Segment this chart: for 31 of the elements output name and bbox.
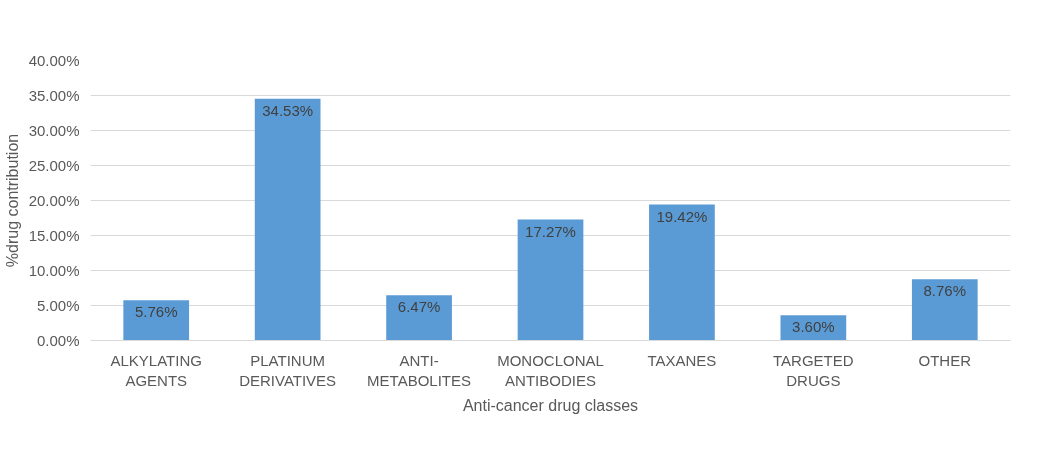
- data-label: 17.27%: [525, 222, 576, 240]
- x-axis-title: Anti-cancer drug classes: [462, 396, 639, 414]
- x-tick-label: MONOCLONAL ANTIBODIES: [497, 351, 604, 389]
- y-tick-label: 0.00%: [36, 332, 80, 349]
- x-tick-label: OTHER: [918, 351, 972, 369]
- x-tick-label: PLATINUM DERIVATIVES: [239, 351, 337, 389]
- y-tick-label: 35.00%: [28, 87, 80, 104]
- data-label: 3.60%: [792, 318, 835, 336]
- data-label: 5.76%: [134, 303, 178, 321]
- bar: [911, 279, 978, 341]
- y-tick-label: 10.00%: [28, 262, 80, 279]
- data-label: 34.53%: [262, 101, 314, 119]
- y-tick-label: 20.00%: [28, 192, 80, 209]
- x-tick-label: TARGETED DRUGS: [773, 351, 854, 389]
- y-axis-title: %drug contribution: [3, 133, 21, 268]
- y-tick-label: 5.00%: [36, 297, 80, 314]
- data-label: 6.47%: [397, 298, 441, 316]
- data-label: 19.42%: [656, 207, 708, 225]
- data-label: 8.76%: [923, 282, 967, 300]
- y-tick-label: 40.00%: [28, 52, 80, 69]
- y-tick-label: 15.00%: [28, 227, 80, 244]
- bar: [386, 295, 452, 341]
- y-tick-label: 25.00%: [28, 157, 80, 174]
- bar: [254, 98, 321, 341]
- bar: [517, 219, 584, 341]
- bar: [123, 300, 190, 341]
- y-tick-label: 30.00%: [28, 122, 80, 139]
- x-tick-label: ALKYLATING AGENTS: [110, 351, 202, 389]
- x-tick-label: TAXANES: [647, 351, 717, 369]
- bar: [649, 204, 715, 341]
- x-tick-label: ANTI-METABOLITES: [367, 351, 472, 389]
